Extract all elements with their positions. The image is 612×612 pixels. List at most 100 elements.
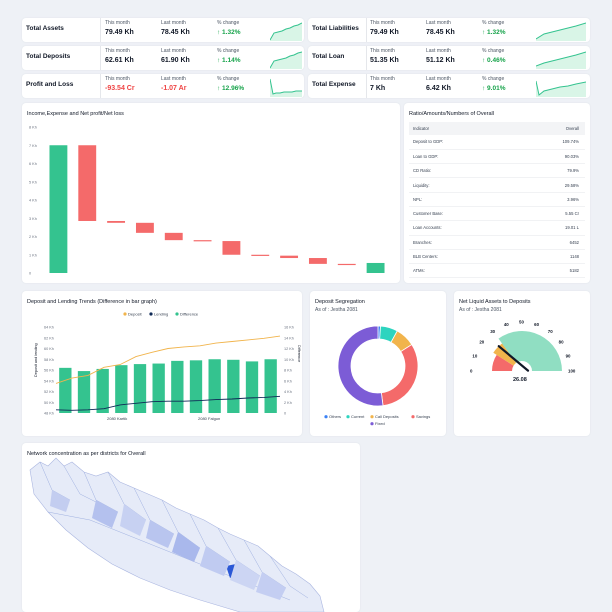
table-row: NPL: 3.96% — [409, 192, 585, 207]
kpi-row-profit-and-loss: Profit and Loss This month -93.54 Cr Las… — [22, 74, 304, 98]
waterfall-bar — [164, 232, 183, 241]
kpi-row-total-loan: Total Loan This month 51.35 Kh Last mont… — [308, 46, 590, 70]
kpi-card-2: Total Liabilities This month 79.49 Kh La… — [308, 18, 590, 42]
kpi-pct-label: % change — [217, 48, 240, 54]
kpi-this-value: 79.49 Kh — [105, 29, 134, 36]
gauge-tick-label: 100 — [568, 369, 576, 374]
gauge-band — [498, 331, 562, 371]
kpi-row-total-assets: Total Assets This month 79.49 Kh Last mo… — [22, 18, 304, 42]
kpi-pct-value: ↑ 12.96% — [217, 85, 245, 92]
kpi-pct-value: ↑ 1.32% — [217, 29, 241, 36]
gauge-tick-label: 0 — [470, 369, 473, 374]
ratio-value: 90.03% — [508, 149, 585, 165]
y-tick-label: 54 Kh — [44, 379, 54, 383]
kpi-last-value: -1.07 Ar — [161, 85, 187, 92]
ratio-value: 109.74% — [508, 135, 585, 150]
x-tick-label: 2080 Kartik — [107, 416, 127, 421]
sparkline — [270, 22, 302, 41]
kpi-row-total-expense: Total Expense This month 7 Kh Last month… — [308, 74, 590, 98]
ratio-indicator: Loan Accounts: — [409, 220, 509, 236]
table-row: Deposit to GDP: 109.74% — [409, 135, 585, 150]
gauge-tick-label: 80 — [559, 340, 564, 345]
difference-bar — [96, 368, 109, 413]
kpi-title: Total Liabilities — [312, 25, 359, 32]
kpi-last-value: 61.90 Kh — [161, 57, 190, 64]
x-tick-label: 2080 Falgun — [198, 416, 220, 421]
kpi-last-label: Last month — [426, 48, 451, 54]
difference-bar — [245, 361, 259, 413]
ratio-card: Ratio/Amounts/Numbers of Overall Indicat… — [404, 103, 590, 283]
ratio-indicator: Loan to GDP: — [409, 149, 509, 165]
map-title: Network concentration as per districts f… — [27, 451, 146, 457]
y2-tick-label: 12 Kh — [284, 347, 294, 351]
ratio-indicator: NPL: — [409, 192, 509, 207]
ratio-indicator: Liquidity: — [409, 177, 509, 193]
waterfall-bar — [135, 222, 154, 233]
y-tick-label: 3 Kh — [29, 217, 37, 221]
kpi-title: Profit and Loss — [26, 81, 74, 88]
table-row: CD Ratio: 79.9% — [409, 163, 585, 179]
kpi-this-value: 7 Kh — [370, 85, 386, 92]
ratio-table: Indicator Overall Deposit to GDP: 109.74%… — [409, 122, 585, 279]
ratio-col-indicator: Indicator — [409, 122, 509, 135]
waterfall-bar — [280, 255, 299, 259]
table-row: Loan Accounts: 19.01 L — [409, 220, 585, 236]
kpi-card-6: Total Expense This month 7 Kh Last month… — [308, 74, 590, 98]
ratio-indicator: Deposit to GDP: — [409, 135, 509, 150]
kpi-this-label: This month — [105, 76, 130, 82]
legend-label: Lending — [154, 311, 168, 316]
table-row: Customer Base: 5.55 Cr — [409, 206, 585, 222]
ratio-value: 29.58% — [508, 177, 585, 193]
ratio-indicator: ATMs: — [409, 263, 509, 279]
ratio-indicator: Branches: — [409, 235, 509, 250]
legend-label: Current — [351, 414, 365, 419]
waterfall-bar — [308, 258, 327, 264]
kpi-this-label: This month — [370, 48, 395, 54]
kpi-pct-value: ↑ 1.32% — [482, 29, 506, 36]
y2-tick-label: 14 Kh — [284, 336, 294, 340]
legend-label: Difference — [180, 311, 199, 316]
gauge-band — [493, 343, 517, 366]
kpi-pct-label: % change — [482, 20, 505, 26]
gauge-tick-label: 40 — [504, 322, 509, 327]
donut-chart: Others Current Call Deposits Savings Fixed — [324, 325, 430, 426]
kpi-card-3: Total Deposits This month 62.61 Kh Last … — [22, 46, 304, 70]
waterfall-bar — [107, 220, 126, 223]
kpi-pct-value: ↑ 9.01% — [482, 85, 506, 92]
legend-label: Savings — [416, 414, 430, 419]
difference-bar — [77, 371, 91, 413]
y-tick-label: 8 Kh — [29, 126, 37, 130]
ratio-header-row: Indicator Overall — [409, 122, 585, 135]
difference-bar — [227, 359, 240, 413]
y2-axis-label: Difference — [297, 345, 301, 362]
kpi-title: Total Assets — [26, 25, 64, 32]
kpi-pct-label: % change — [482, 48, 505, 54]
y-tick-label: 2 Kh — [29, 235, 37, 239]
waterfall-title: Income,Expense and Net profit/Net loss — [27, 111, 124, 117]
kpi-title: Total Loan — [312, 53, 345, 60]
sparkline — [536, 80, 586, 97]
waterfall-bar — [49, 145, 68, 273]
ratio-value: 19.01 L — [508, 220, 585, 236]
table-row: BLB Centers: 1148 — [409, 249, 585, 265]
y-tick-label: 48 Kh — [44, 412, 54, 416]
waterfall-bar — [222, 241, 241, 255]
kpi-last-value: 78.45 Kh — [161, 29, 190, 36]
legend-swatch — [346, 415, 350, 419]
y-tick-label: 5 Kh — [29, 180, 37, 184]
table-row: Loan to GDP: 90.03% — [409, 149, 585, 165]
kpi-card-5: Profit and Loss This month -93.54 Cr Las… — [22, 74, 304, 98]
kpi-this-label: This month — [370, 20, 395, 26]
kpi-row-total-liabilities: Total Liabilities This month 79.49 Kh La… — [308, 18, 590, 42]
kpi-last-label: Last month — [426, 20, 451, 26]
ratio-col-overall: Overall — [508, 122, 585, 135]
ratio-value: 3.96% — [508, 192, 585, 207]
donut-slice — [337, 325, 384, 407]
ratio-indicator: CD Ratio: — [409, 163, 509, 179]
difference-bar — [115, 365, 128, 413]
gauge-band — [492, 354, 514, 371]
map-district-fills — [50, 490, 286, 600]
y2-tick-label: 0 — [284, 412, 286, 416]
y-tick-label: 1 Kh — [29, 253, 37, 257]
waterfall-bar — [193, 240, 212, 242]
